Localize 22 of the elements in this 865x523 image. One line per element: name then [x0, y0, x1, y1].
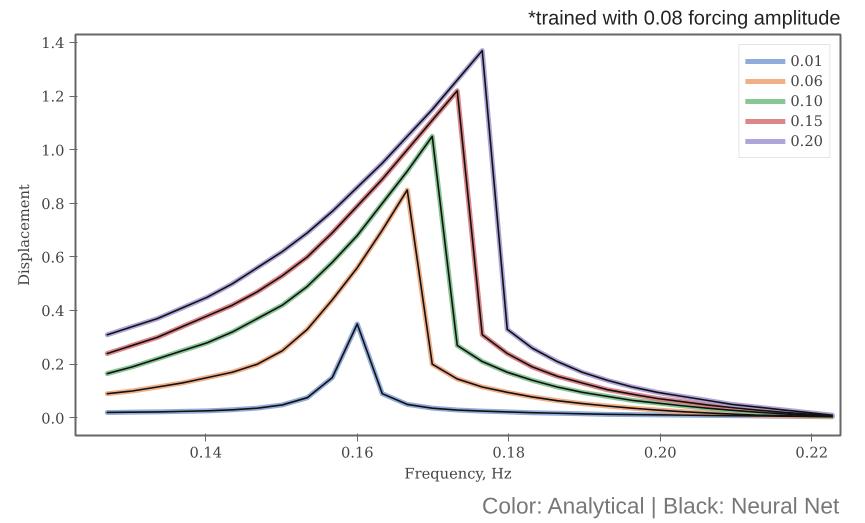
- x-tick-label: 0.20: [644, 444, 677, 462]
- x-tick-label: 0.22: [795, 444, 828, 462]
- y-tick-label: 0.4: [41, 303, 65, 320]
- y-tick-label: 1.4: [41, 35, 65, 52]
- legend-label: 0.15: [790, 112, 823, 130]
- legend-label: 0.06: [790, 72, 823, 90]
- x-axis-title: Frequency, Hz: [404, 466, 512, 482]
- text: Color: Analytical | Black: Neural Net: [482, 492, 840, 518]
- y-tick-label: 0.8: [41, 196, 65, 213]
- x-tick-label: 0.16: [340, 444, 374, 462]
- y-tick-label: 1.2: [41, 88, 65, 106]
- y-tick-label: 1.0: [41, 142, 65, 160]
- legend-label: 0.10: [790, 92, 823, 110]
- x-tick-label: 0.14: [189, 444, 222, 462]
- y-tick-label: 0.6: [41, 249, 65, 266]
- x-tick-label: 0.18: [492, 444, 526, 462]
- y-tick-label: 0.2: [41, 356, 65, 374]
- text: *trained with 0.08 forcing amplitude: [528, 8, 841, 30]
- y-axis-title: Displacement: [16, 184, 34, 286]
- legend-label: 0.20: [790, 132, 823, 150]
- y-tick-label: 0.0: [41, 410, 65, 428]
- legend-label: 0.01: [790, 52, 823, 70]
